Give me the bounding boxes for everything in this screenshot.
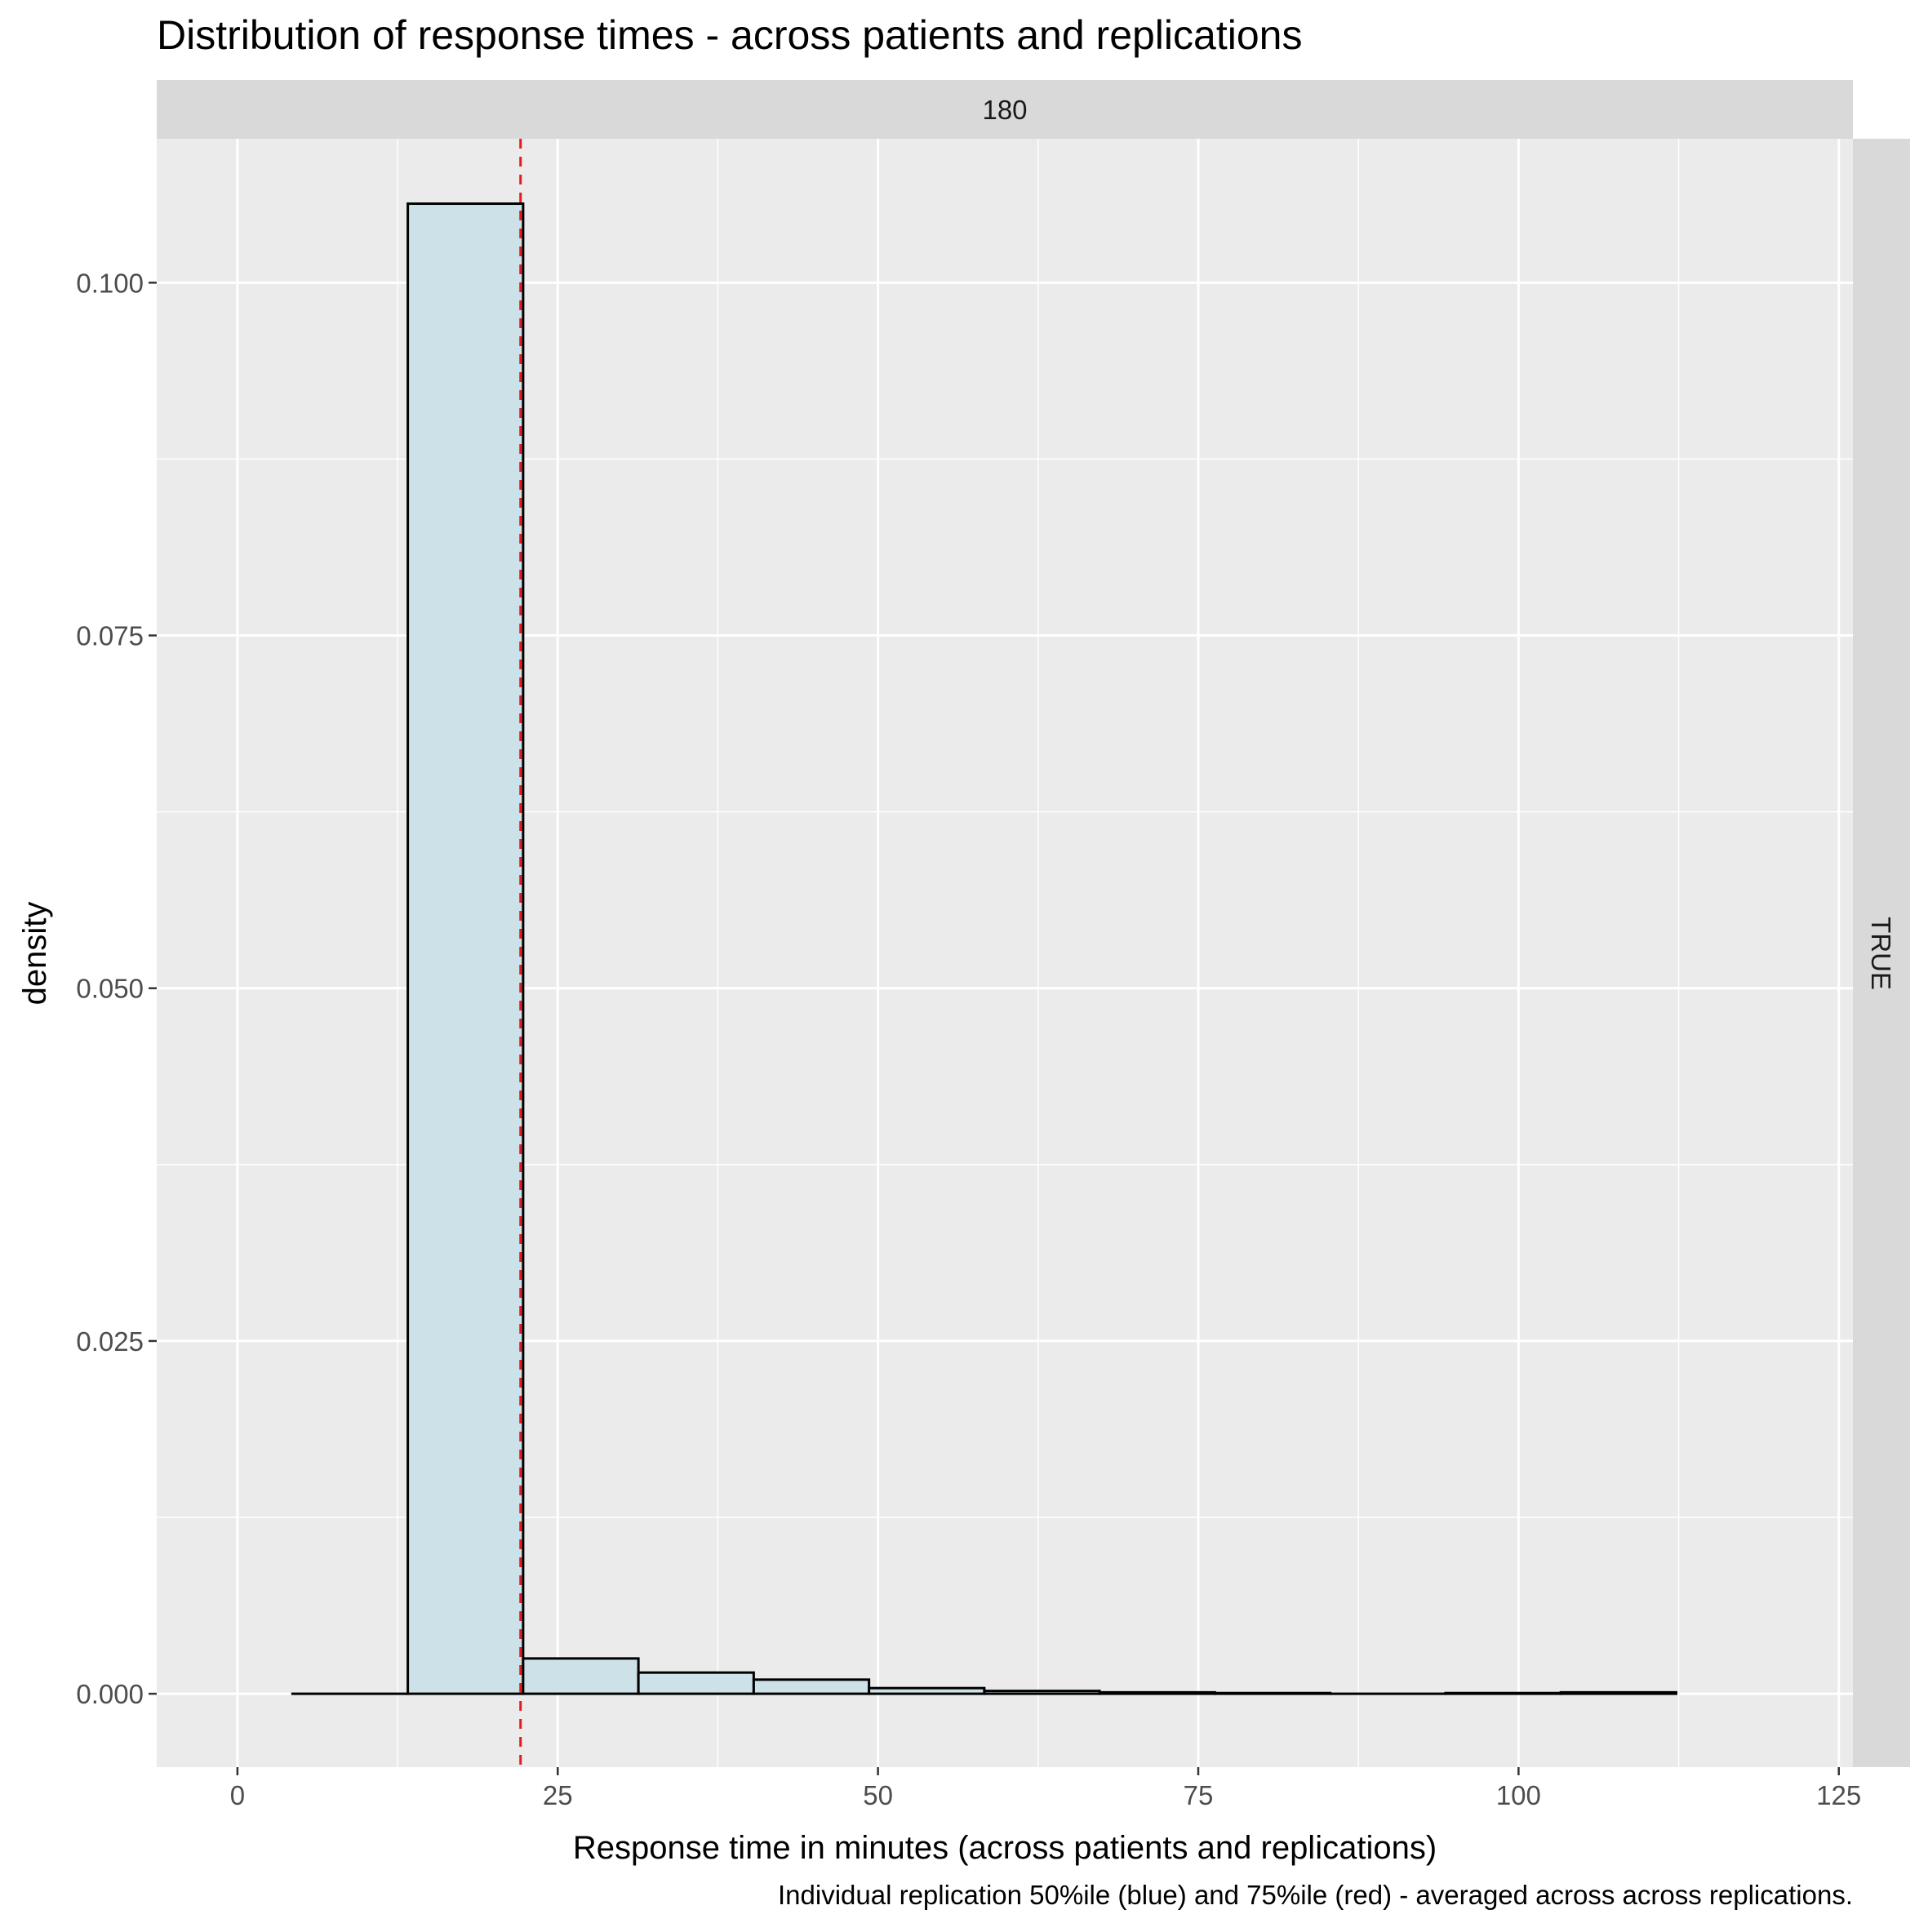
y-tick-label: 0.100 [76,268,144,298]
histogram-bar [984,1691,1099,1694]
y-axis-title: density [17,902,53,1006]
histogram-bar [523,1659,638,1694]
chart-title: Distribution of response times - across … [157,12,1302,58]
x-tick-label: 125 [1816,1780,1861,1810]
x-tick-label: 0 [230,1780,245,1810]
x-tick-label: 25 [543,1780,573,1810]
x-tick-label: 75 [1184,1780,1214,1810]
y-tick-label: 0.075 [76,621,144,651]
histogram-bar [753,1680,868,1694]
histogram-bar [1099,1692,1215,1694]
x-tick-label: 50 [863,1780,893,1810]
facet-strip-right-label: TRUE [1866,917,1896,990]
y-tick-label: 0.025 [76,1326,144,1357]
chart-caption: Individual replication 50%ile (blue) and… [778,1880,1853,1910]
x-axis-title: Response time in minutes (across patient… [573,1830,1437,1866]
facet-strip-top-label: 180 [982,95,1027,125]
histogram-bar [869,1688,984,1694]
histogram-bar [1215,1693,1330,1694]
histogram-bar [1561,1692,1676,1694]
histogram-bar [408,204,523,1694]
y-tick-label: 0.050 [76,974,144,1004]
x-tick-label: 100 [1496,1780,1541,1810]
histogram-bar [1446,1693,1561,1694]
y-tick-label: 0.000 [76,1679,144,1709]
histogram-bar [638,1672,753,1694]
